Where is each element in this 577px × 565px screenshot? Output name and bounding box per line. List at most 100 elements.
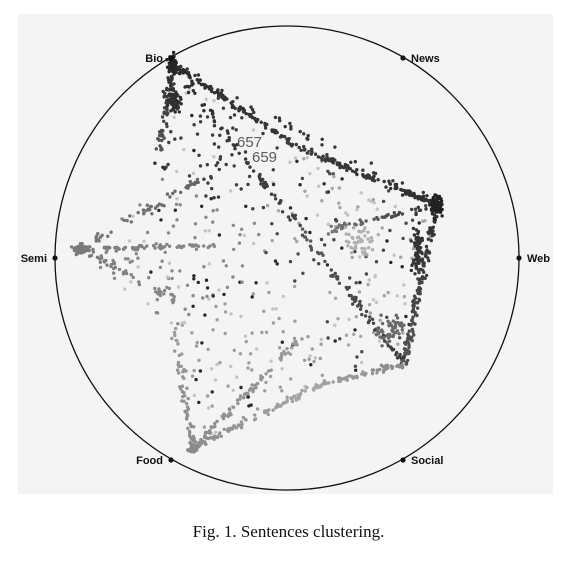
data-point (377, 339, 382, 343)
data-point (360, 350, 364, 354)
data-point (245, 161, 250, 166)
data-point (209, 197, 213, 201)
data-point (308, 354, 312, 358)
data-point (332, 174, 336, 179)
data-point (401, 331, 405, 335)
data-point (109, 230, 113, 234)
data-point (316, 166, 320, 171)
data-point (417, 281, 422, 286)
data-point (379, 329, 383, 333)
data-point (246, 366, 250, 370)
data-point (127, 239, 132, 243)
data-point (169, 88, 173, 92)
data-point (138, 203, 142, 207)
data-point (259, 182, 263, 186)
data-point (425, 194, 429, 198)
data-point (410, 218, 415, 222)
data-point (239, 426, 244, 430)
anchor-marker-web (516, 255, 522, 261)
data-point (172, 82, 176, 86)
data-point (315, 213, 320, 217)
data-point (197, 153, 201, 157)
data-point (174, 202, 179, 206)
data-point (363, 234, 367, 238)
data-point (323, 259, 327, 264)
data-point (264, 380, 268, 385)
data-point (319, 237, 324, 242)
data-point (361, 172, 365, 177)
data-point (270, 238, 274, 243)
data-point (91, 250, 96, 254)
data-point (224, 162, 228, 167)
data-point (417, 270, 421, 275)
data-point (432, 219, 436, 223)
data-point (170, 102, 174, 107)
data-point (282, 349, 286, 354)
data-point (158, 265, 163, 270)
data-point (274, 406, 278, 410)
data-point (367, 278, 371, 282)
data-point (106, 234, 110, 238)
data-point (278, 346, 282, 350)
data-point (354, 246, 358, 250)
data-point (212, 434, 217, 438)
data-point (153, 246, 157, 250)
data-point (113, 246, 117, 250)
data-point (188, 179, 192, 184)
data-point (368, 311, 372, 315)
data-point (384, 364, 388, 368)
data-point (305, 136, 309, 141)
data-point (347, 222, 351, 226)
data-point (427, 259, 431, 263)
data-point (387, 324, 391, 328)
data-point (404, 191, 408, 195)
anchor-label-semi: Semi (21, 253, 47, 265)
data-point (369, 236, 374, 240)
data-point (165, 192, 170, 196)
data-point (320, 143, 324, 147)
data-point (277, 116, 282, 120)
data-point (353, 328, 357, 332)
data-point (416, 205, 420, 209)
data-point (357, 235, 361, 239)
data-point (183, 307, 187, 311)
data-point (211, 328, 215, 332)
data-point (225, 129, 230, 133)
data-point (325, 190, 329, 194)
data-point (303, 189, 307, 193)
data-point (157, 138, 161, 142)
data-point (291, 395, 295, 400)
data-point (211, 115, 216, 119)
data-point (388, 332, 392, 337)
data-point (392, 211, 396, 215)
data-point (404, 221, 408, 225)
data-point (412, 333, 416, 337)
data-point (165, 124, 169, 129)
data-point (105, 245, 109, 249)
data-point (400, 265, 404, 269)
data-point (149, 270, 153, 274)
data-point (278, 404, 283, 408)
data-point (154, 147, 158, 151)
data-point (390, 365, 395, 369)
data-point (215, 362, 219, 367)
data-point (329, 268, 333, 272)
data-point (353, 160, 357, 164)
data-point (278, 385, 282, 389)
data-point (186, 396, 190, 401)
data-point (275, 146, 279, 150)
data-point (271, 182, 276, 187)
data-point (347, 293, 352, 298)
data-point (366, 237, 370, 241)
data-point (218, 431, 222, 435)
data-point (228, 115, 233, 120)
data-point (319, 251, 324, 255)
data-point (320, 373, 324, 377)
data-point (312, 388, 316, 392)
data-point (326, 232, 331, 236)
data-point (411, 305, 416, 309)
data-point (344, 239, 349, 243)
data-point (329, 157, 333, 161)
data-point (344, 232, 348, 236)
data-point (326, 336, 330, 340)
